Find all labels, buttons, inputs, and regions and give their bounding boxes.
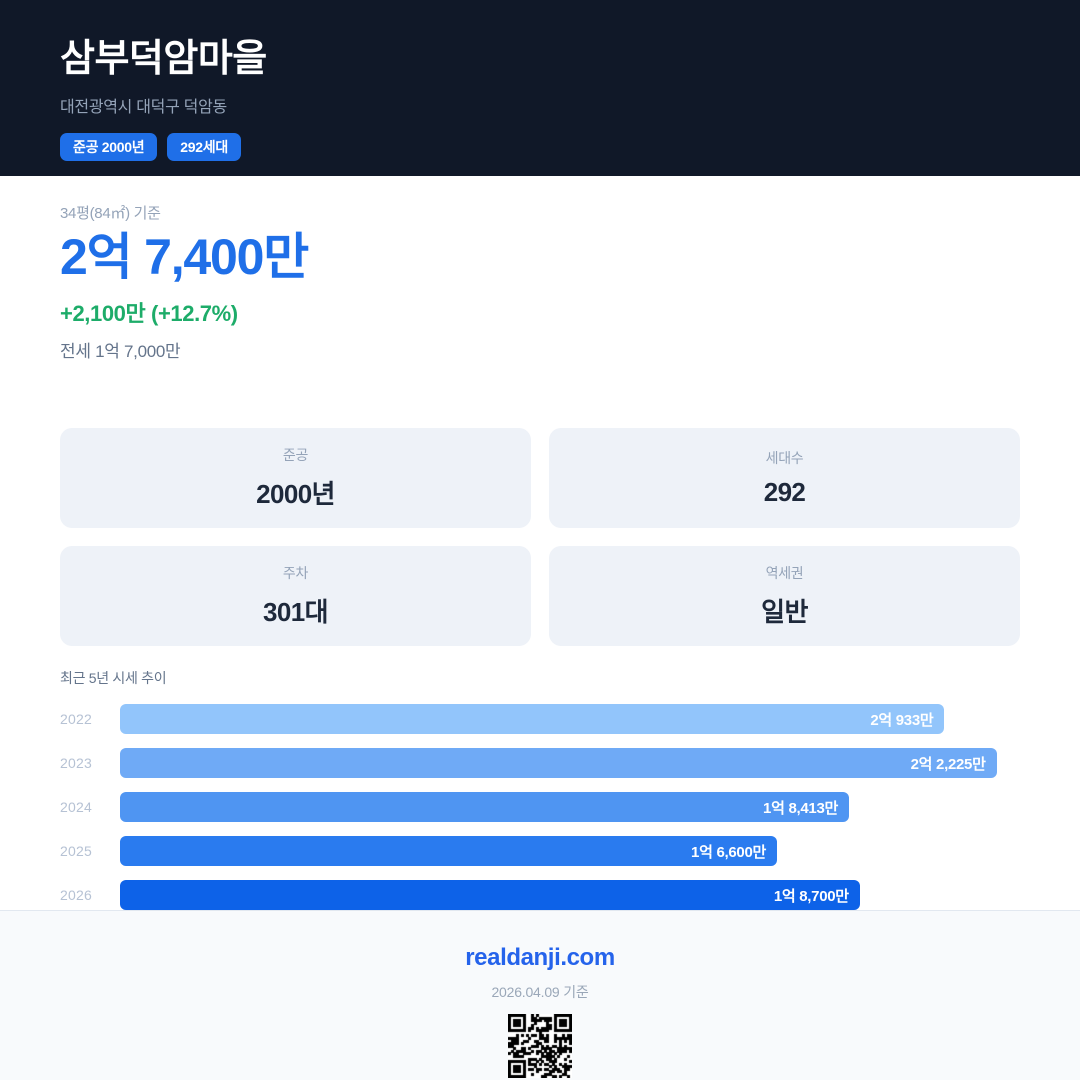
stat-card-grid: 준공 2000년 세대수 292 주차 301대 역세권 일반 [0,398,1080,646]
status-badge-households: 292세대 [167,132,241,161]
stat-card-value: 301대 [263,597,329,627]
chart-bar-row: 2023 2억 2,225만 [60,748,1020,778]
chart-year-label: 2026 [60,887,92,903]
stat-card-label: 역세권 [765,565,804,581]
chart-bar: 1억 6,600만 [120,836,777,866]
stat-card-value: 일반 [761,597,808,627]
chart-bar-track: 1억 6,600만 [120,836,1020,866]
stat-card-value: 2000년 [256,479,335,509]
qr-code-icon [508,1014,572,1078]
price-main-value: 2억 7,400만 [60,229,309,285]
chart-bar: 2억 933만 [120,704,945,734]
price-basis-label: 34평(84㎡) 기준 [60,205,161,222]
chart-bar-value-label: 2억 933만 [870,711,934,729]
chart-year-label: 2024 [60,799,92,815]
status-badge-completion: 준공 2000년 [60,132,158,161]
chart-bar-track: 1억 8,413만 [120,792,1020,822]
chart-bar-row: 2022 2억 933만 [60,704,1020,734]
stat-card-households: 세대수 292 [549,428,1020,528]
header: 삼부덕암마을 대전광역시 대덕구 덕암동 준공 2000년 292세대 [0,0,1080,176]
stat-card-label: 준공 [282,447,309,463]
stat-card-label: 주차 [282,565,309,581]
badge-list: 준공 2000년 292세대 [60,132,1020,161]
chart-bar-track: 2억 2,225만 [120,748,1020,778]
stat-card-completion: 준공 2000년 [60,428,531,528]
chart-bar-list: 2022 2억 933만 2023 2억 2,225만 2024 1억 8,413만 202… [60,704,1020,910]
stat-card-station-access: 역세권 일반 [549,546,1020,646]
chart-bar-row: 2026 1억 8,700만 [60,880,1020,910]
page-title: 삼부덕암마을 [60,38,267,80]
chart-year-label: 2023 [60,755,92,771]
chart-bar-value-label: 1억 6,600만 [691,843,766,861]
footer-date-text: 2026.04.09 기준 [491,984,589,1000]
price-trend-chart: 최근 5년 시세 추이 2022 2억 933만 2023 2억 2,225만 2024… [0,646,1080,910]
chart-bar-value-label: 1억 8,700만 [773,887,849,905]
chart-year-label: 2022 [60,711,92,727]
chart-year-label: 2025 [60,843,92,859]
stat-card-value: 292 [763,477,806,507]
chart-bar: 1억 8,700만 [120,880,860,910]
price-summary: 34평(84㎡) 기준 2억 7,400만 +2,100만 (+12.7%) 전… [0,176,1080,362]
chart-bar-value-label: 2억 2,225만 [910,755,986,773]
chart-bar-track: 2억 933만 [120,704,1020,734]
jeonse-price-value: 전세 1억 7,000만 [60,342,181,361]
footer-site-link[interactable]: realdanji.com [465,944,615,971]
chart-bar-row: 2024 1억 8,413만 [60,792,1020,822]
price-change-value: +2,100만 (+12.7%) [60,301,238,326]
chart-title: 최근 5년 시세 추이 [60,670,167,686]
chart-bar: 2억 2,225만 [120,748,997,778]
chart-bar-row: 2025 1억 6,600만 [60,836,1020,866]
address-text: 대전광역시 대덕구 덕암동 [60,98,227,116]
chart-bar: 1억 8,413만 [120,792,849,822]
chart-bar-value-label: 1억 8,413만 [763,799,838,817]
stat-card-label: 세대수 [765,450,804,466]
footer: realdanji.com 2026.04.09 기준 [0,910,1080,1080]
chart-bar-track: 1억 8,700만 [120,880,1020,910]
stat-card-parking: 주차 301대 [60,546,531,646]
